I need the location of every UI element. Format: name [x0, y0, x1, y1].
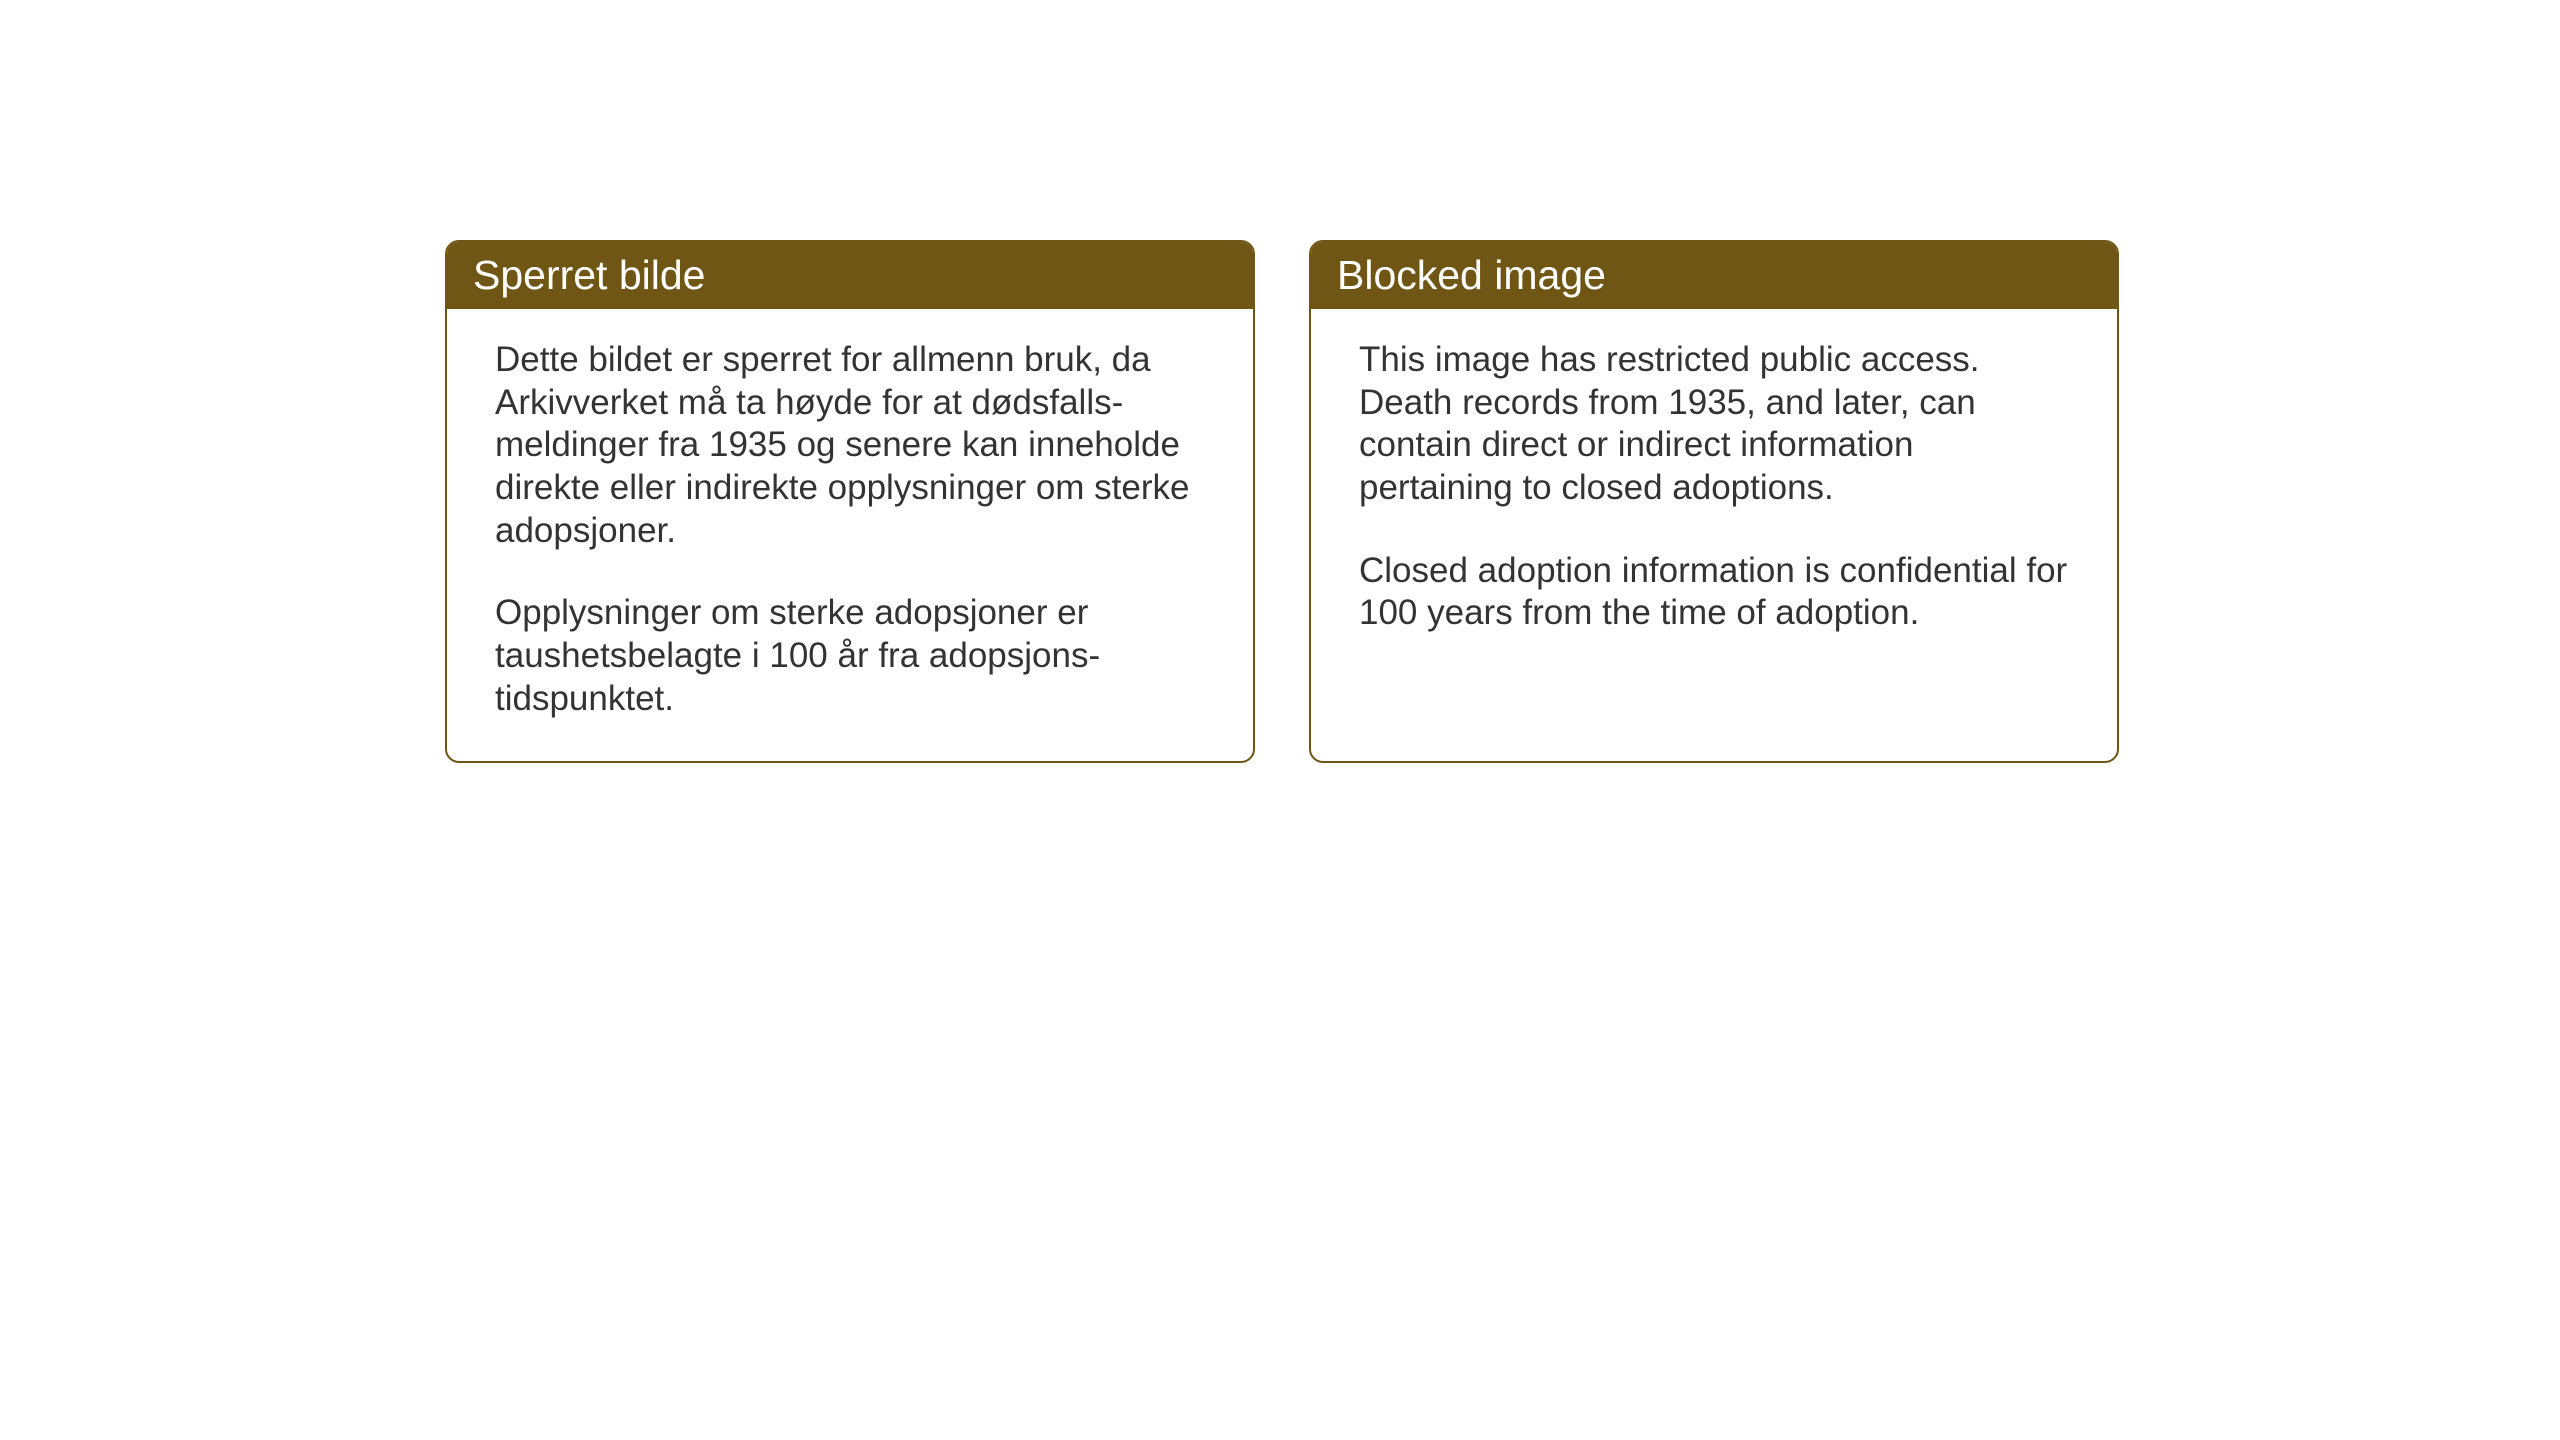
- english-paragraph-1: This image has restricted public access.…: [1359, 339, 2075, 510]
- norwegian-paragraph-1: Dette bildet er sperret for allmenn bruk…: [495, 339, 1211, 552]
- english-paragraph-2: Closed adoption information is confident…: [1359, 550, 2075, 635]
- english-card-title: Blocked image: [1311, 242, 2117, 309]
- english-card-body: This image has restricted public access.…: [1311, 309, 2117, 675]
- norwegian-card-title: Sperret bilde: [447, 242, 1253, 309]
- norwegian-notice-card: Sperret bilde Dette bildet er sperret fo…: [445, 240, 1255, 763]
- norwegian-paragraph-2: Opplysninger om sterke adopsjoner er tau…: [495, 592, 1211, 720]
- norwegian-card-body: Dette bildet er sperret for allmenn bruk…: [447, 309, 1253, 761]
- notice-cards-container: Sperret bilde Dette bildet er sperret fo…: [445, 240, 2119, 763]
- english-notice-card: Blocked image This image has restricted …: [1309, 240, 2119, 763]
